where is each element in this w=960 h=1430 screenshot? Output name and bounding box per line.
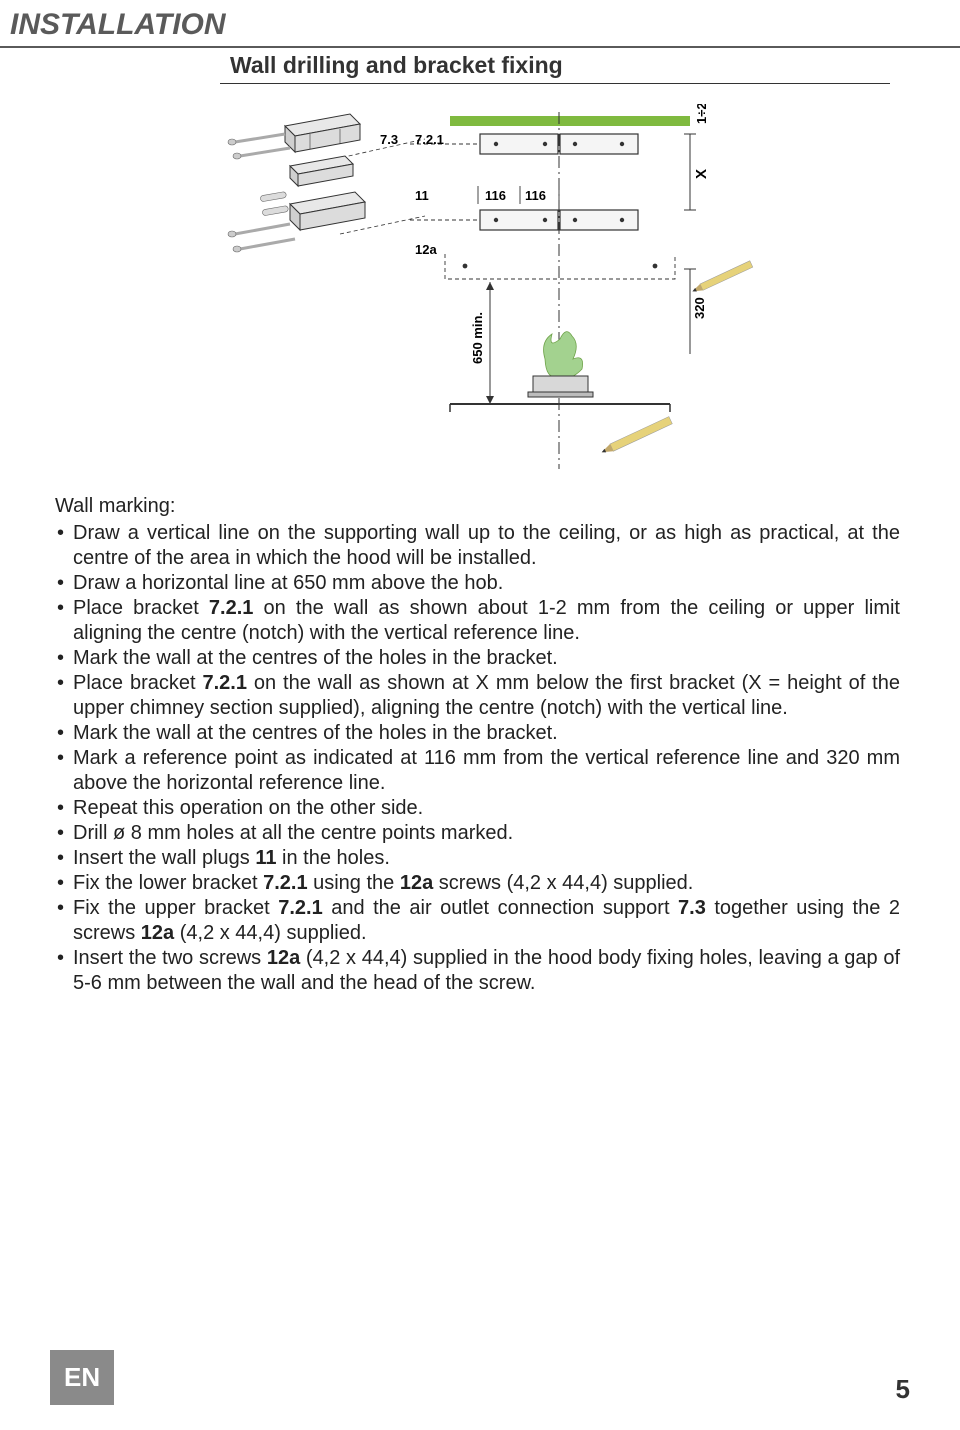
page-title: INSTALLATION [0,0,960,48]
label-1-2: 1÷2 [694,104,709,124]
label-7-2-1-top: 7.2.1 [415,132,444,147]
screw-top-2 [233,148,290,159]
content-block: Wall marking: Draw a vertical line on th… [0,494,960,996]
section-subtitle: Wall drilling and bracket fixing [220,50,890,84]
hob [528,332,593,397]
iso-bracket-7-3 [285,114,360,152]
screw-12a-1 [228,224,290,237]
instruction-item: Insert the two screws 12a (4,2 x 44,4) s… [55,946,900,996]
wall-marking-heading: Wall marking: [55,494,900,519]
ceiling-bar [450,116,690,126]
instruction-item: Place bracket 7.2.1 on the wall as shown… [55,596,900,646]
instruction-item: Insert the wall plugs 11 in the holes. [55,846,900,871]
wall-plug-1 [260,191,287,201]
iso-bracket-middle [290,156,353,186]
instruction-item: Repeat this operation on the other side. [55,796,900,821]
label-116b: 116 [525,188,546,203]
label-7-3: 7.3 [380,132,398,147]
wall-plug-2 [262,205,289,215]
pencil-lower [600,417,672,456]
installation-diagram: 1÷2 X 7 [190,104,770,474]
label-320: 320 [692,297,707,319]
instruction-item: Fix the upper bracket 7.2.1 and the air … [55,896,900,946]
diagram-svg: 1÷2 X 7 [190,104,770,474]
instruction-item: Mark a reference point as indicated at 1… [55,746,900,796]
iso-bracket-lower [290,192,365,230]
instruction-item: Mark the wall at the centres of the hole… [55,721,900,746]
instruction-item: Drill ø 8 mm holes at all the centre poi… [55,821,900,846]
label-116a: 116 [485,188,506,203]
instruction-item: Draw a vertical line on the supporting w… [55,521,900,571]
lang-badge: EN [50,1350,114,1405]
instruction-list: Draw a vertical line on the supporting w… [55,521,900,996]
instruction-item: Place bracket 7.2.1 on the wall as shown… [55,671,900,721]
hood-outline [445,254,675,279]
label-x: X [693,169,710,179]
screw-top-1 [228,134,285,145]
label-11: 11 [415,188,429,203]
label-12a: 12a [415,242,437,257]
instruction-item: Fix the lower bracket 7.2.1 using the 12… [55,871,900,896]
footer: EN 5 [50,1350,910,1405]
instruction-item: Draw a horizontal line at 650 mm above t… [55,571,900,596]
label-650: 650 min. [470,312,485,364]
page-number: 5 [896,1374,910,1405]
screw-12a-2 [233,239,295,252]
instruction-item: Mark the wall at the centres of the hole… [55,646,900,671]
pencil-upper [691,261,753,295]
